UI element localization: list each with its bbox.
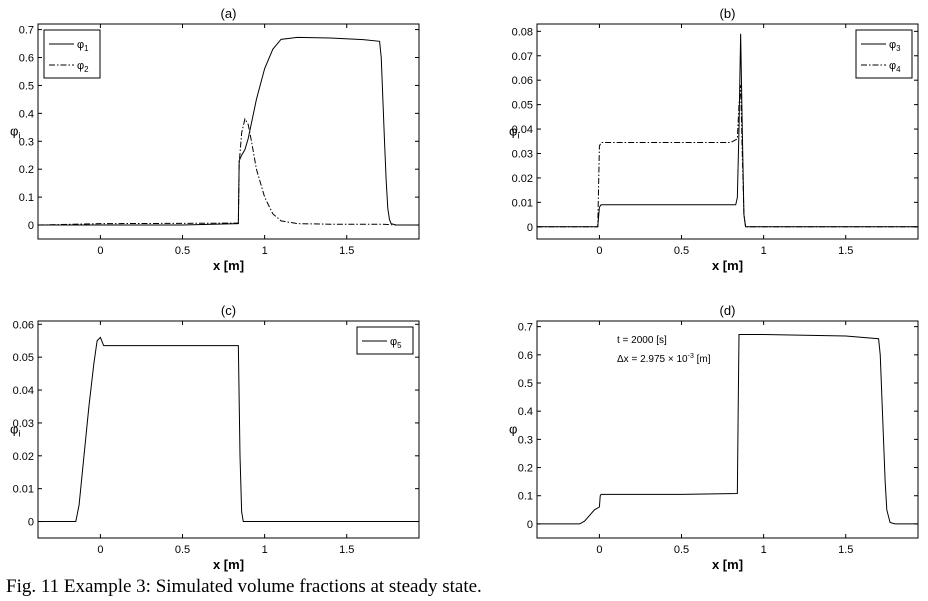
y-tick-label: 0.05 bbox=[512, 100, 533, 112]
x-tick-label: 0 bbox=[97, 245, 103, 257]
series-line-1 bbox=[38, 336, 419, 523]
series-line-1 bbox=[38, 36, 419, 226]
y-tick-label: 0.05 bbox=[13, 352, 34, 364]
y-tick-label: 0.1 bbox=[518, 491, 533, 503]
chart-panel-b: (b) 0 0.5 1 1.5 0 0.01 0.02 0.03 0.04 0.05 0.06 0.07… bbox=[509, 6, 919, 273]
y-tick-label: 0.7 bbox=[518, 322, 533, 334]
annotation-grid-spacing: Δx = 2.975 × 10-3 [m] bbox=[617, 353, 711, 365]
y-tick-label: 0.6 bbox=[19, 53, 34, 65]
y-tick-label: 0.2 bbox=[518, 463, 533, 475]
y-tick-label: 0 bbox=[28, 220, 34, 232]
x-axis-label: x [m] bbox=[712, 258, 743, 273]
y-tick-label: 0.02 bbox=[512, 173, 533, 185]
legend: φ5 bbox=[356, 326, 414, 355]
y-axis-label: φi bbox=[10, 124, 21, 141]
x-tick-label: 0.5 bbox=[674, 544, 689, 556]
y-tick-label: 0.5 bbox=[518, 378, 533, 390]
y-tick-label: 0.01 bbox=[512, 197, 533, 209]
chart-panel-a: (a) 0 0.5 1 1.5 0 0.1 0.2 0.3 0.4 0.5 0.6 0.7 x [m] φi… bbox=[10, 6, 420, 273]
y-tick-label: 0 bbox=[527, 519, 533, 531]
y-tick-label: 0.3 bbox=[518, 434, 533, 446]
y-tick-label: 0.3 bbox=[19, 136, 34, 148]
y-axis-label: φi bbox=[10, 422, 21, 439]
y-tick-label: 0.03 bbox=[13, 418, 34, 430]
plot-frame bbox=[536, 320, 919, 539]
legend-entry: φ2 bbox=[77, 60, 89, 74]
x-tick-label: 1 bbox=[262, 245, 268, 257]
y-tick-label: 0.4 bbox=[19, 108, 34, 120]
x-tick-label: 1 bbox=[761, 544, 767, 556]
legend-entry: φ1 bbox=[77, 39, 89, 53]
x-tick-label: 0 bbox=[596, 245, 602, 257]
y-tick-label: 0.7 bbox=[19, 25, 34, 37]
legend: φ1 φ2 bbox=[43, 29, 101, 79]
legend: φ3 φ4 bbox=[855, 29, 913, 79]
y-tick-label: 0 bbox=[28, 517, 34, 529]
x-axis-label: x [m] bbox=[213, 258, 244, 273]
plot-frame bbox=[37, 23, 420, 240]
series-line-2 bbox=[537, 85, 918, 228]
x-tick-label: 0.5 bbox=[175, 544, 190, 556]
y-tick-label: 0.04 bbox=[512, 124, 533, 136]
legend-entry: φ4 bbox=[889, 60, 901, 74]
series-line-1 bbox=[537, 334, 918, 525]
x-tick-label: 0 bbox=[596, 544, 602, 556]
y-tick-label: 0.6 bbox=[518, 350, 533, 362]
chart-panel-d: (d) 0 0.5 1 1.5 0 0.1 0.2 0.3 0.4 0.5 0.6 0.7 x [m] φ t… bbox=[509, 303, 919, 572]
y-axis-label: φi bbox=[509, 124, 520, 141]
figure-caption: Fig. 11 Example 3: Simulated volume frac… bbox=[6, 576, 482, 597]
y-tick-label: 0.08 bbox=[512, 26, 533, 38]
y-tick-label: 0.1 bbox=[19, 192, 34, 204]
y-tick-label: 0.02 bbox=[13, 451, 34, 463]
y-tick-label: 0.04 bbox=[13, 385, 34, 397]
y-tick-label: 0 bbox=[527, 222, 533, 234]
chart-title: (b) bbox=[720, 6, 736, 21]
y-tick-label: 0.2 bbox=[19, 164, 34, 176]
y-tick-label: 0.06 bbox=[512, 75, 533, 87]
legend-entry: φ5 bbox=[390, 336, 402, 350]
y-tick-label: 0.01 bbox=[13, 484, 34, 496]
y-tick-label: 0.07 bbox=[512, 51, 533, 63]
annotation-time: t = 2000 [s] bbox=[617, 335, 667, 346]
x-tick-label: 1.5 bbox=[838, 245, 853, 257]
legend-box bbox=[855, 29, 913, 79]
x-tick-label: 1.5 bbox=[339, 245, 354, 257]
x-tick-label: 1 bbox=[761, 245, 767, 257]
chart-panel-c: (c) 0 0.5 1 1.5 0 0.01 0.02 0.03 0.04 0.05 0.06 x [m… bbox=[10, 303, 420, 572]
chart-title: (c) bbox=[221, 303, 236, 318]
y-tick-label: 0.03 bbox=[512, 148, 533, 160]
chart-title: (a) bbox=[221, 6, 237, 21]
y-tick-label: 0.4 bbox=[518, 406, 533, 418]
x-tick-label: 0.5 bbox=[674, 245, 689, 257]
y-tick-label: 0.5 bbox=[19, 80, 34, 92]
legend-entry: φ3 bbox=[889, 39, 901, 53]
x-tick-label: 1.5 bbox=[838, 544, 853, 556]
plot-frame bbox=[37, 320, 420, 539]
x-axis-label: x [m] bbox=[712, 557, 743, 572]
plot-frame bbox=[536, 23, 919, 240]
y-tick-label: 0.06 bbox=[13, 319, 34, 331]
x-tick-label: 0.5 bbox=[175, 245, 190, 257]
x-tick-label: 1.5 bbox=[339, 544, 354, 556]
series-line-2 bbox=[37, 117, 419, 226]
legend-box bbox=[43, 29, 101, 79]
chart-title: (d) bbox=[720, 303, 736, 318]
x-tick-label: 1 bbox=[262, 544, 268, 556]
x-tick-label: 0 bbox=[97, 544, 103, 556]
x-axis-label: x [m] bbox=[213, 557, 244, 572]
y-axis-label: φ bbox=[509, 422, 517, 437]
